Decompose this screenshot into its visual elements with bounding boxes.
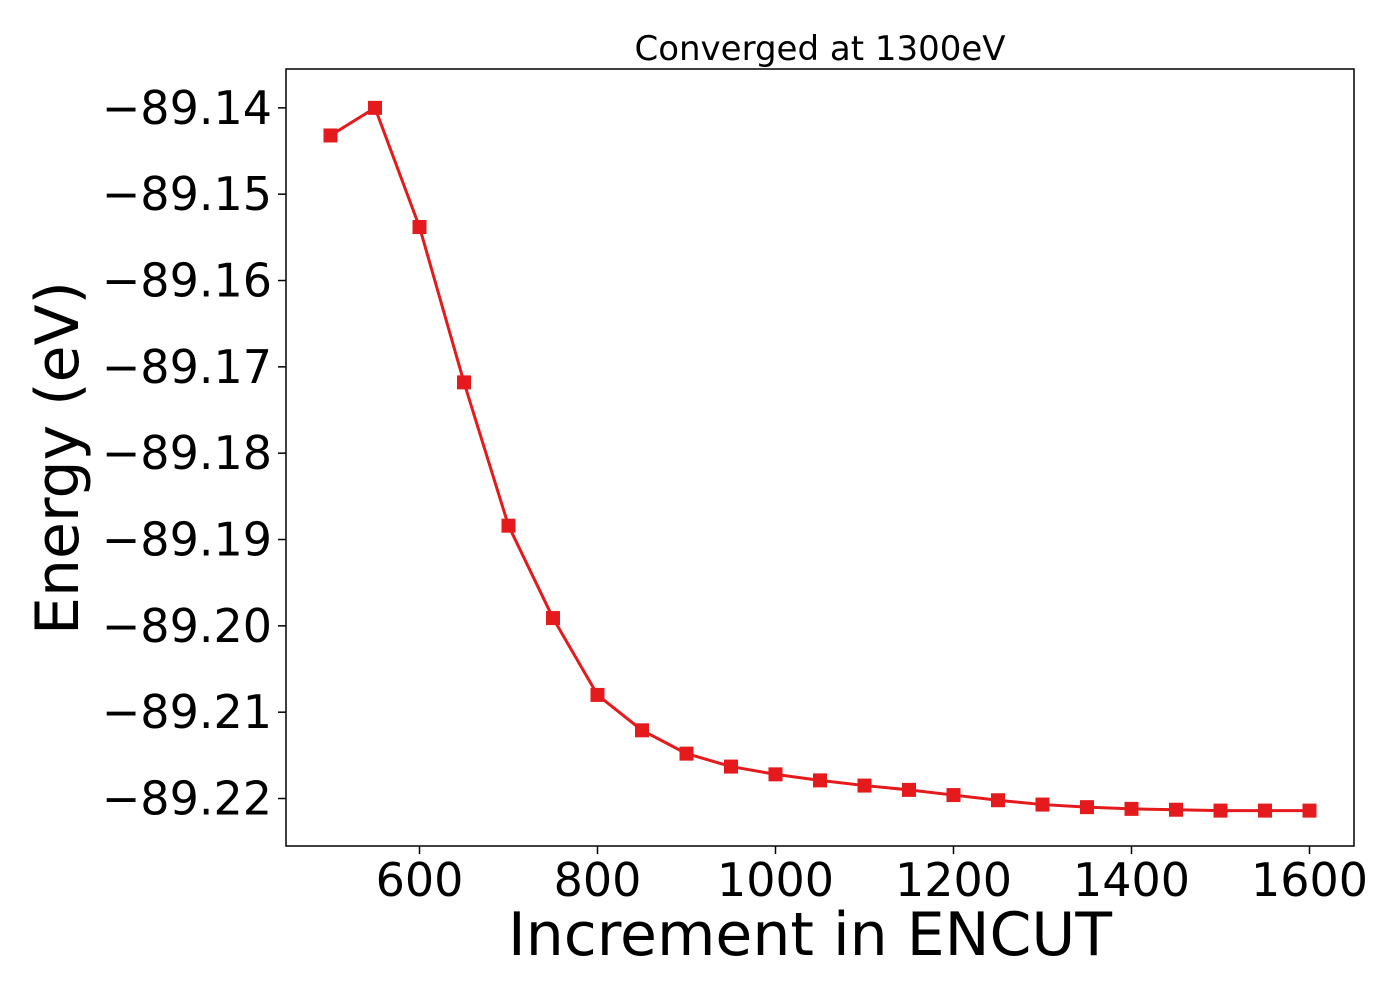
y-tick-label: −89.14 — [102, 81, 272, 135]
y-axis-label: Energy (eV) — [23, 281, 93, 635]
y-tick-label: −89.21 — [102, 685, 272, 739]
x-tick-label: 600 — [376, 853, 464, 907]
x-tick-label: 800 — [554, 853, 642, 907]
data-point — [991, 793, 1005, 808]
y-tick-label: −89.15 — [102, 167, 272, 221]
x-axis: 600 800 1000 1200 1400 1600 — [376, 846, 1368, 907]
data-point — [368, 100, 382, 115]
x-tick-label: 1600 — [1251, 853, 1368, 907]
series-layer — [323, 100, 1317, 818]
series-line — [329, 106, 1310, 813]
data-point — [813, 773, 827, 788]
data-point — [902, 782, 916, 797]
y-tick-label: −89.16 — [102, 254, 272, 308]
x-axis-label: Increment in ENCUT — [508, 900, 1112, 970]
data-point — [946, 788, 961, 803]
y-axis: −89.14 −89.15 −89.16 −89.17 −89.18 −89.19 −89.… — [102, 81, 286, 826]
data-point — [1035, 797, 1050, 812]
data-point — [768, 767, 783, 782]
y-tick-label: −89.17 — [102, 340, 272, 394]
data-point — [1080, 800, 1094, 815]
y-tick-label: −89.20 — [102, 599, 272, 653]
data-point — [1213, 803, 1228, 818]
data-point — [679, 746, 694, 761]
data-point — [635, 723, 649, 738]
x-tick-label: 1400 — [1073, 853, 1190, 907]
data-point — [857, 778, 872, 793]
x-tick-label: 1200 — [895, 853, 1012, 907]
data-point — [412, 219, 427, 234]
data-point — [724, 759, 738, 774]
data-point — [1124, 801, 1139, 816]
data-point — [457, 375, 471, 390]
data-point — [590, 687, 605, 702]
x-tick-label: 1000 — [717, 853, 834, 907]
data-point — [1258, 803, 1272, 818]
y-tick-label: −89.18 — [102, 426, 272, 480]
data-point — [323, 128, 338, 143]
chart-title: Converged at 1300eV — [634, 29, 1005, 69]
data-point — [1169, 802, 1183, 817]
y-tick-label: −89.22 — [102, 772, 272, 826]
y-tick-label: −89.19 — [102, 513, 272, 567]
plot-area-frame — [285, 68, 1355, 847]
data-point — [501, 518, 516, 533]
data-point — [1302, 803, 1317, 818]
data-point — [546, 611, 560, 626]
